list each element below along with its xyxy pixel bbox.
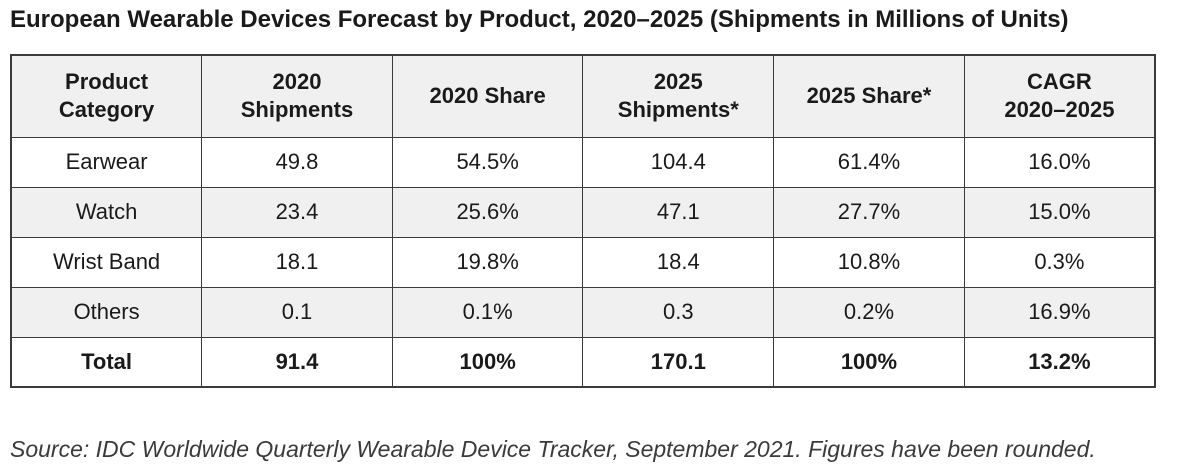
value-cell: 18.4 [582, 236, 775, 288]
value-cell: 49.8 [201, 136, 393, 188]
value-cell: 13.2% [963, 336, 1156, 388]
value-cell: 0.1 [201, 286, 393, 338]
header-line: CAGR [1027, 69, 1092, 95]
header-line: Category [58, 97, 155, 123]
table-header: Product Category 2020 Shipments 2020 Sha… [10, 54, 1156, 138]
value-cell: 91.4 [201, 336, 393, 388]
page-title: European Wearable Devices Forecast by Pr… [10, 6, 1069, 33]
column-header-2025-share: 2025 Share* [773, 54, 965, 138]
table-row-others: Others 0.1 0.1% 0.3 0.2% 16.9% [10, 286, 1156, 338]
table-row-watch: Watch 23.4 25.6% 47.1 27.7% 15.0% [10, 186, 1156, 238]
product-category-cell: Wrist Band [10, 236, 203, 288]
header-line: 2020 [272, 69, 322, 95]
value-cell: 25.6% [391, 186, 584, 238]
column-header-cagr: CAGR 2020–2025 [963, 54, 1156, 138]
header-line: 2020 Share [429, 83, 546, 109]
product-category-cell: Total [10, 336, 203, 388]
value-cell: 100% [773, 336, 965, 388]
value-cell: 0.2% [773, 286, 965, 338]
value-cell: 104.4 [582, 136, 775, 188]
value-cell: 0.1% [391, 286, 584, 338]
column-header-2020-share: 2020 Share [391, 54, 584, 138]
table-row-wristband: Wrist Band 18.1 19.8% 18.4 10.8% 0.3% [10, 236, 1156, 288]
header-row: Product Category 2020 Shipments 2020 Sha… [10, 54, 1156, 138]
value-cell: 18.1 [201, 236, 393, 288]
value-cell: 61.4% [773, 136, 965, 188]
header-line: Shipments* [617, 97, 739, 123]
value-cell: 10.8% [773, 236, 965, 288]
table-row-earwear: Earwear 49.8 54.5% 104.4 61.4% 16.0% [10, 136, 1156, 188]
value-cell: 27.7% [773, 186, 965, 238]
header-line: 2025 Share* [806, 83, 932, 109]
value-cell: 15.0% [963, 186, 1156, 238]
table-body: Earwear 49.8 54.5% 104.4 61.4% 16.0% Wat… [10, 136, 1156, 388]
forecast-table: Product Category 2020 Shipments 2020 Sha… [10, 54, 1156, 388]
header-line: Shipments [240, 97, 354, 123]
source-note: Source: IDC Worldwide Quarterly Wearable… [10, 436, 1096, 462]
value-cell: 47.1 [582, 186, 775, 238]
header-line: Product [65, 69, 149, 95]
product-category-cell: Earwear [10, 136, 203, 188]
column-header-product-category: Product Category [10, 54, 203, 138]
value-cell: 0.3% [963, 236, 1156, 288]
header-line: 2025 [653, 69, 703, 95]
value-cell: 19.8% [391, 236, 584, 288]
column-header-2020-shipments: 2020 Shipments [201, 54, 393, 138]
value-cell: 170.1 [582, 336, 775, 388]
value-cell: 100% [391, 336, 584, 388]
value-cell: 16.9% [963, 286, 1156, 338]
value-cell: 23.4 [201, 186, 393, 238]
product-category-cell: Others [10, 286, 203, 338]
value-cell: 16.0% [963, 136, 1156, 188]
table-row-total: Total 91.4 100% 170.1 100% 13.2% [10, 336, 1156, 388]
column-header-2025-shipments: 2025 Shipments* [582, 54, 775, 138]
value-cell: 54.5% [391, 136, 584, 188]
product-category-cell: Watch [10, 186, 203, 238]
header-line: 2020–2025 [1004, 97, 1115, 123]
value-cell: 0.3 [582, 286, 775, 338]
